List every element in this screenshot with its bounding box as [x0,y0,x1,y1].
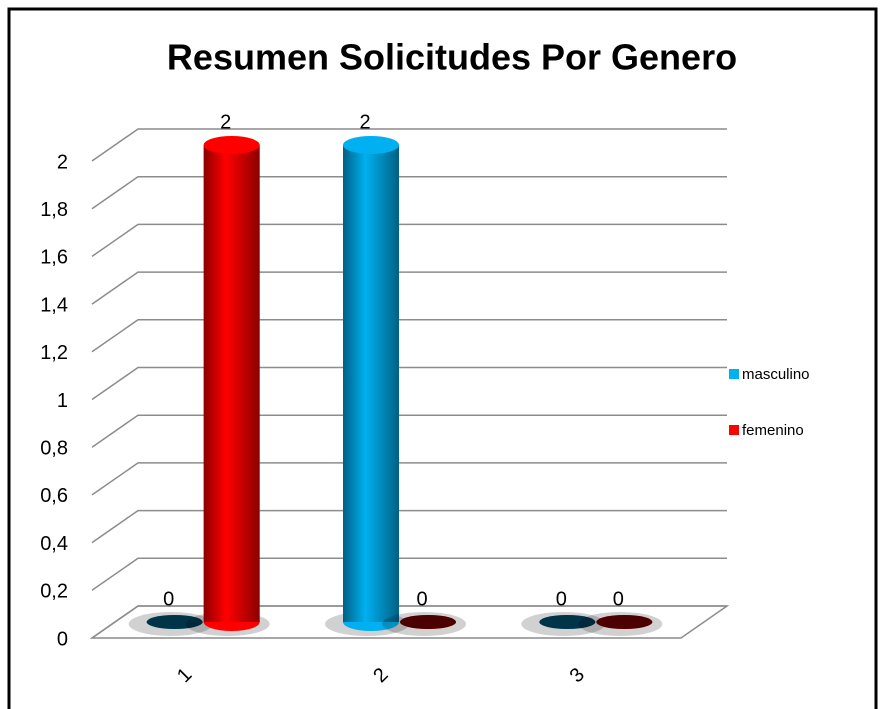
grid-line [91,509,727,544]
legend-label: masculino [742,366,810,383]
data-label: 0 [163,588,174,610]
grid-line [91,175,727,210]
legend-swatch [729,369,739,379]
legend-label: femenino [742,422,804,439]
y-tick-label: 1,2 [40,342,68,364]
y-tick-label: 0,6 [40,485,68,507]
floor [89,605,730,639]
bar-shade [343,145,399,622]
grid-line [91,557,727,591]
bar [203,136,260,631]
y-tick-label: 0,8 [40,437,68,459]
bar-flat-shade [539,615,596,629]
bar [596,615,653,629]
y-tick-label: 0,2 [40,581,68,603]
y-tick-label: 1,4 [40,294,68,316]
y-tick-label: 1,6 [40,247,68,269]
data-label: 2 [220,111,231,133]
grid-line [91,414,727,448]
bar-flat-shade [400,615,456,629]
chart-frame [7,7,878,709]
bar [146,615,203,629]
y-tick-label: 2 [57,151,68,173]
y-tick-label: 0 [57,628,68,650]
grid-line [91,128,727,162]
bar-flat-shade [596,615,653,629]
grid-line [91,271,727,305]
y-tick-label: 1,8 [40,199,68,221]
bar [400,615,456,629]
bar [539,615,596,629]
data-label: 0 [556,588,567,610]
bar-flat-shade [146,615,203,629]
grid-line [91,462,727,496]
data-label: 0 [416,588,427,610]
y-tick-label: 1 [57,390,68,412]
bar-top [203,136,260,154]
bar [343,136,399,631]
bar-shade [203,145,260,622]
grid-line [91,366,727,401]
chart-title: Resumen Solicitudes Por Genero [167,37,737,78]
bar-top [343,136,399,154]
legend-swatch [729,425,739,435]
grid-line [91,223,727,258]
grid-line [91,319,727,353]
data-label: 0 [613,588,624,610]
data-label: 2 [359,111,370,133]
y-tick-label: 0,4 [40,533,68,555]
